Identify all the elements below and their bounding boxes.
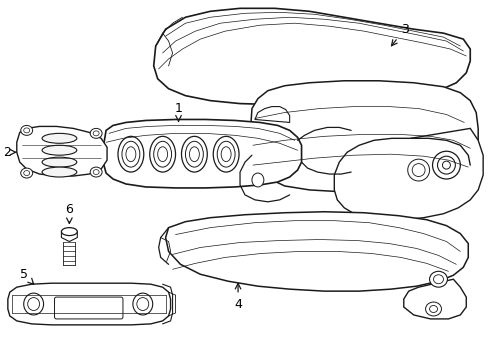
Ellipse shape (434, 275, 443, 284)
Ellipse shape (61, 228, 77, 235)
Polygon shape (334, 129, 483, 220)
Ellipse shape (21, 125, 33, 135)
Ellipse shape (430, 306, 438, 312)
Text: 5: 5 (20, 268, 34, 284)
Ellipse shape (412, 164, 425, 176)
Ellipse shape (154, 141, 172, 167)
Text: 6: 6 (66, 203, 74, 224)
Ellipse shape (438, 156, 455, 174)
Ellipse shape (181, 136, 207, 172)
Ellipse shape (122, 141, 140, 167)
Ellipse shape (426, 302, 441, 316)
Ellipse shape (90, 167, 102, 177)
Polygon shape (8, 283, 171, 325)
Ellipse shape (90, 129, 102, 138)
Polygon shape (166, 212, 468, 291)
Ellipse shape (24, 128, 30, 133)
Polygon shape (250, 81, 478, 192)
Polygon shape (154, 8, 470, 105)
Ellipse shape (217, 141, 235, 167)
Ellipse shape (433, 151, 460, 179)
Polygon shape (103, 120, 301, 188)
Text: 2: 2 (3, 146, 17, 159)
Ellipse shape (185, 141, 203, 167)
Ellipse shape (190, 147, 199, 162)
Ellipse shape (442, 161, 450, 169)
Ellipse shape (21, 168, 33, 178)
Polygon shape (255, 107, 290, 122)
Ellipse shape (118, 136, 144, 172)
Text: 1: 1 (174, 102, 182, 121)
Ellipse shape (28, 298, 40, 310)
Ellipse shape (42, 145, 77, 155)
Ellipse shape (221, 147, 231, 162)
Ellipse shape (137, 298, 149, 310)
Ellipse shape (213, 136, 239, 172)
Ellipse shape (42, 167, 77, 177)
Polygon shape (61, 231, 77, 242)
Text: 4: 4 (234, 283, 242, 311)
Ellipse shape (24, 171, 30, 176)
Ellipse shape (158, 147, 168, 162)
Ellipse shape (42, 157, 77, 167)
Ellipse shape (126, 147, 136, 162)
Ellipse shape (150, 136, 175, 172)
Ellipse shape (133, 293, 153, 315)
Text: 3: 3 (392, 23, 409, 46)
FancyBboxPatch shape (54, 297, 123, 319)
Ellipse shape (252, 173, 264, 187)
Polygon shape (404, 279, 466, 319)
Ellipse shape (408, 159, 430, 181)
Polygon shape (17, 126, 107, 176)
Ellipse shape (42, 133, 77, 143)
Ellipse shape (93, 131, 99, 136)
Ellipse shape (430, 271, 447, 287)
Ellipse shape (93, 170, 99, 175)
Ellipse shape (24, 293, 44, 315)
